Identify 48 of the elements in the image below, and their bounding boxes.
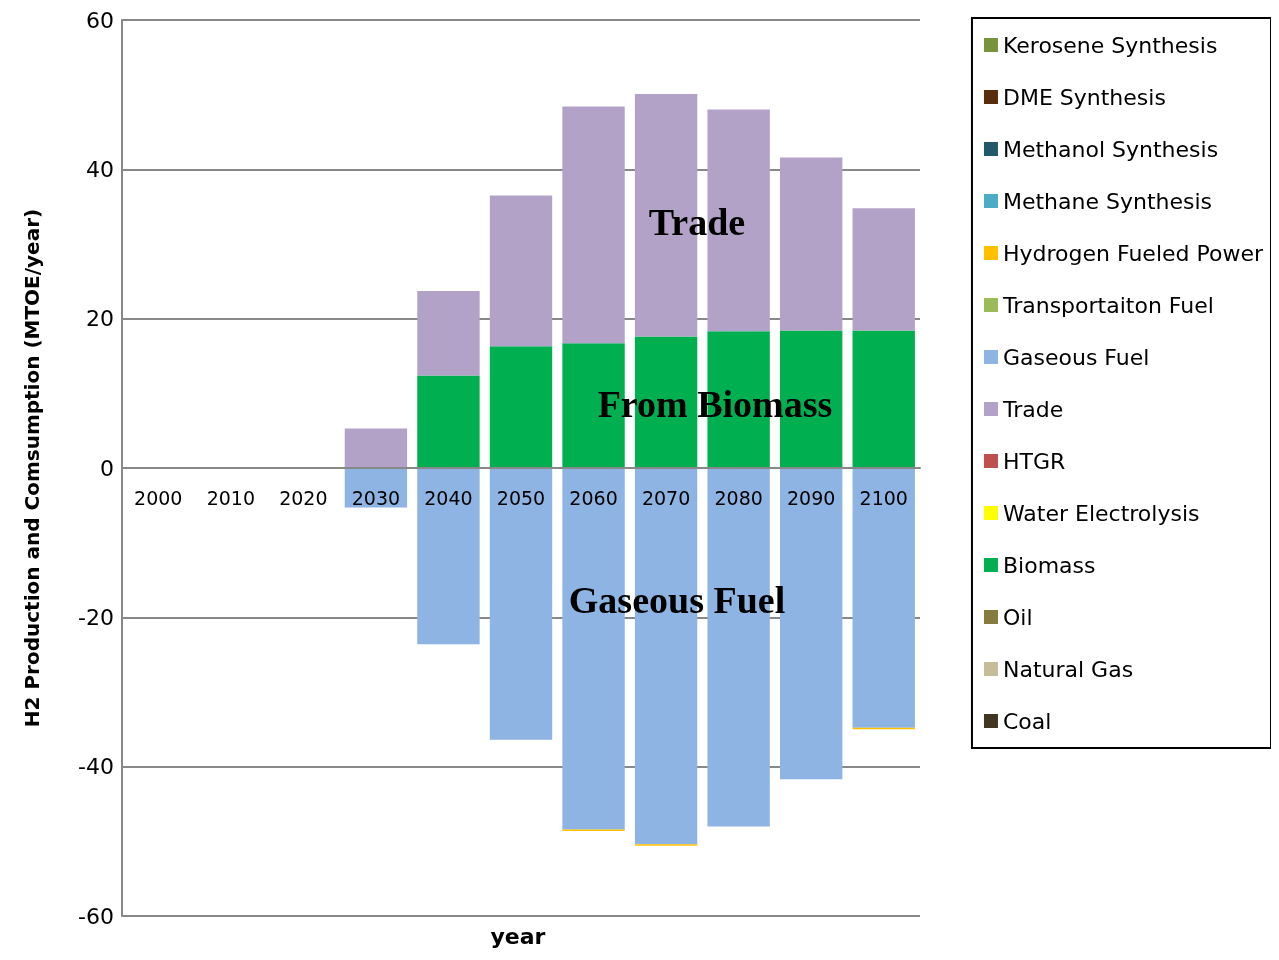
legend-label: Gaseous Fuel <box>1002 344 1150 370</box>
bar <box>852 208 915 331</box>
annotation: Trade <box>648 201 746 243</box>
x-tick-label: 2020 <box>279 486 328 509</box>
y-tick-label: -40 <box>78 754 114 780</box>
bar <box>562 106 625 344</box>
y-tick-label: 20 <box>86 306 114 332</box>
legend-label: Coal <box>1002 708 1052 734</box>
x-tick-label: 2060 <box>569 486 618 509</box>
bar <box>489 468 553 740</box>
legend-label: Biomass <box>1002 552 1096 578</box>
x-tick-label: 2040 <box>424 486 473 509</box>
legend-label: Methanol Synthesis <box>1002 136 1219 162</box>
legend-label: Oil <box>1002 604 1033 630</box>
bar <box>344 428 408 468</box>
bar <box>417 468 480 645</box>
x-tick-label: 2090 <box>787 486 836 509</box>
y-tick-label: -60 <box>78 903 114 929</box>
x-tick-label: 2080 <box>714 486 763 509</box>
annotation: Gaseous Fuel <box>568 579 786 621</box>
bar <box>417 291 480 376</box>
bar <box>779 157 843 331</box>
legend-label: Methane Synthesis <box>1002 188 1213 214</box>
y-axis-title: H2 Production and Comsumption (MTOE/year) <box>20 208 44 728</box>
bar <box>417 375 480 468</box>
legend-label: Transportaiton Fuel <box>1001 292 1214 318</box>
legend-label: Natural Gas <box>1002 656 1134 682</box>
bar <box>852 468 915 728</box>
bar <box>489 346 553 468</box>
y-tick-label: 60 <box>86 7 114 33</box>
y-tick-label: 40 <box>86 156 114 182</box>
x-tick-label: 2010 <box>206 486 255 509</box>
x-tick-label: 2050 <box>496 486 546 509</box>
legend-label: Trade <box>1001 396 1064 422</box>
x-tick-label: 2070 <box>641 486 691 509</box>
legend-label: HTGR <box>1002 448 1066 474</box>
x-axis-title: year <box>490 923 546 949</box>
legend-label: Water Electrolysis <box>1002 500 1200 526</box>
x-tick-label: 2100 <box>859 486 908 509</box>
legend-label: DME Synthesis <box>1002 84 1166 110</box>
legend-label: Hydrogen Fueled Power <box>1002 240 1264 266</box>
y-tick-label: 0 <box>100 455 114 481</box>
x-tick-label: 2000 <box>134 486 183 509</box>
bar <box>489 195 553 347</box>
legend-label: Kerosene Synthesis <box>1002 32 1218 58</box>
y-tick-label: -20 <box>78 604 114 630</box>
x-tick-label: 2030 <box>351 486 401 509</box>
bar <box>852 330 915 468</box>
